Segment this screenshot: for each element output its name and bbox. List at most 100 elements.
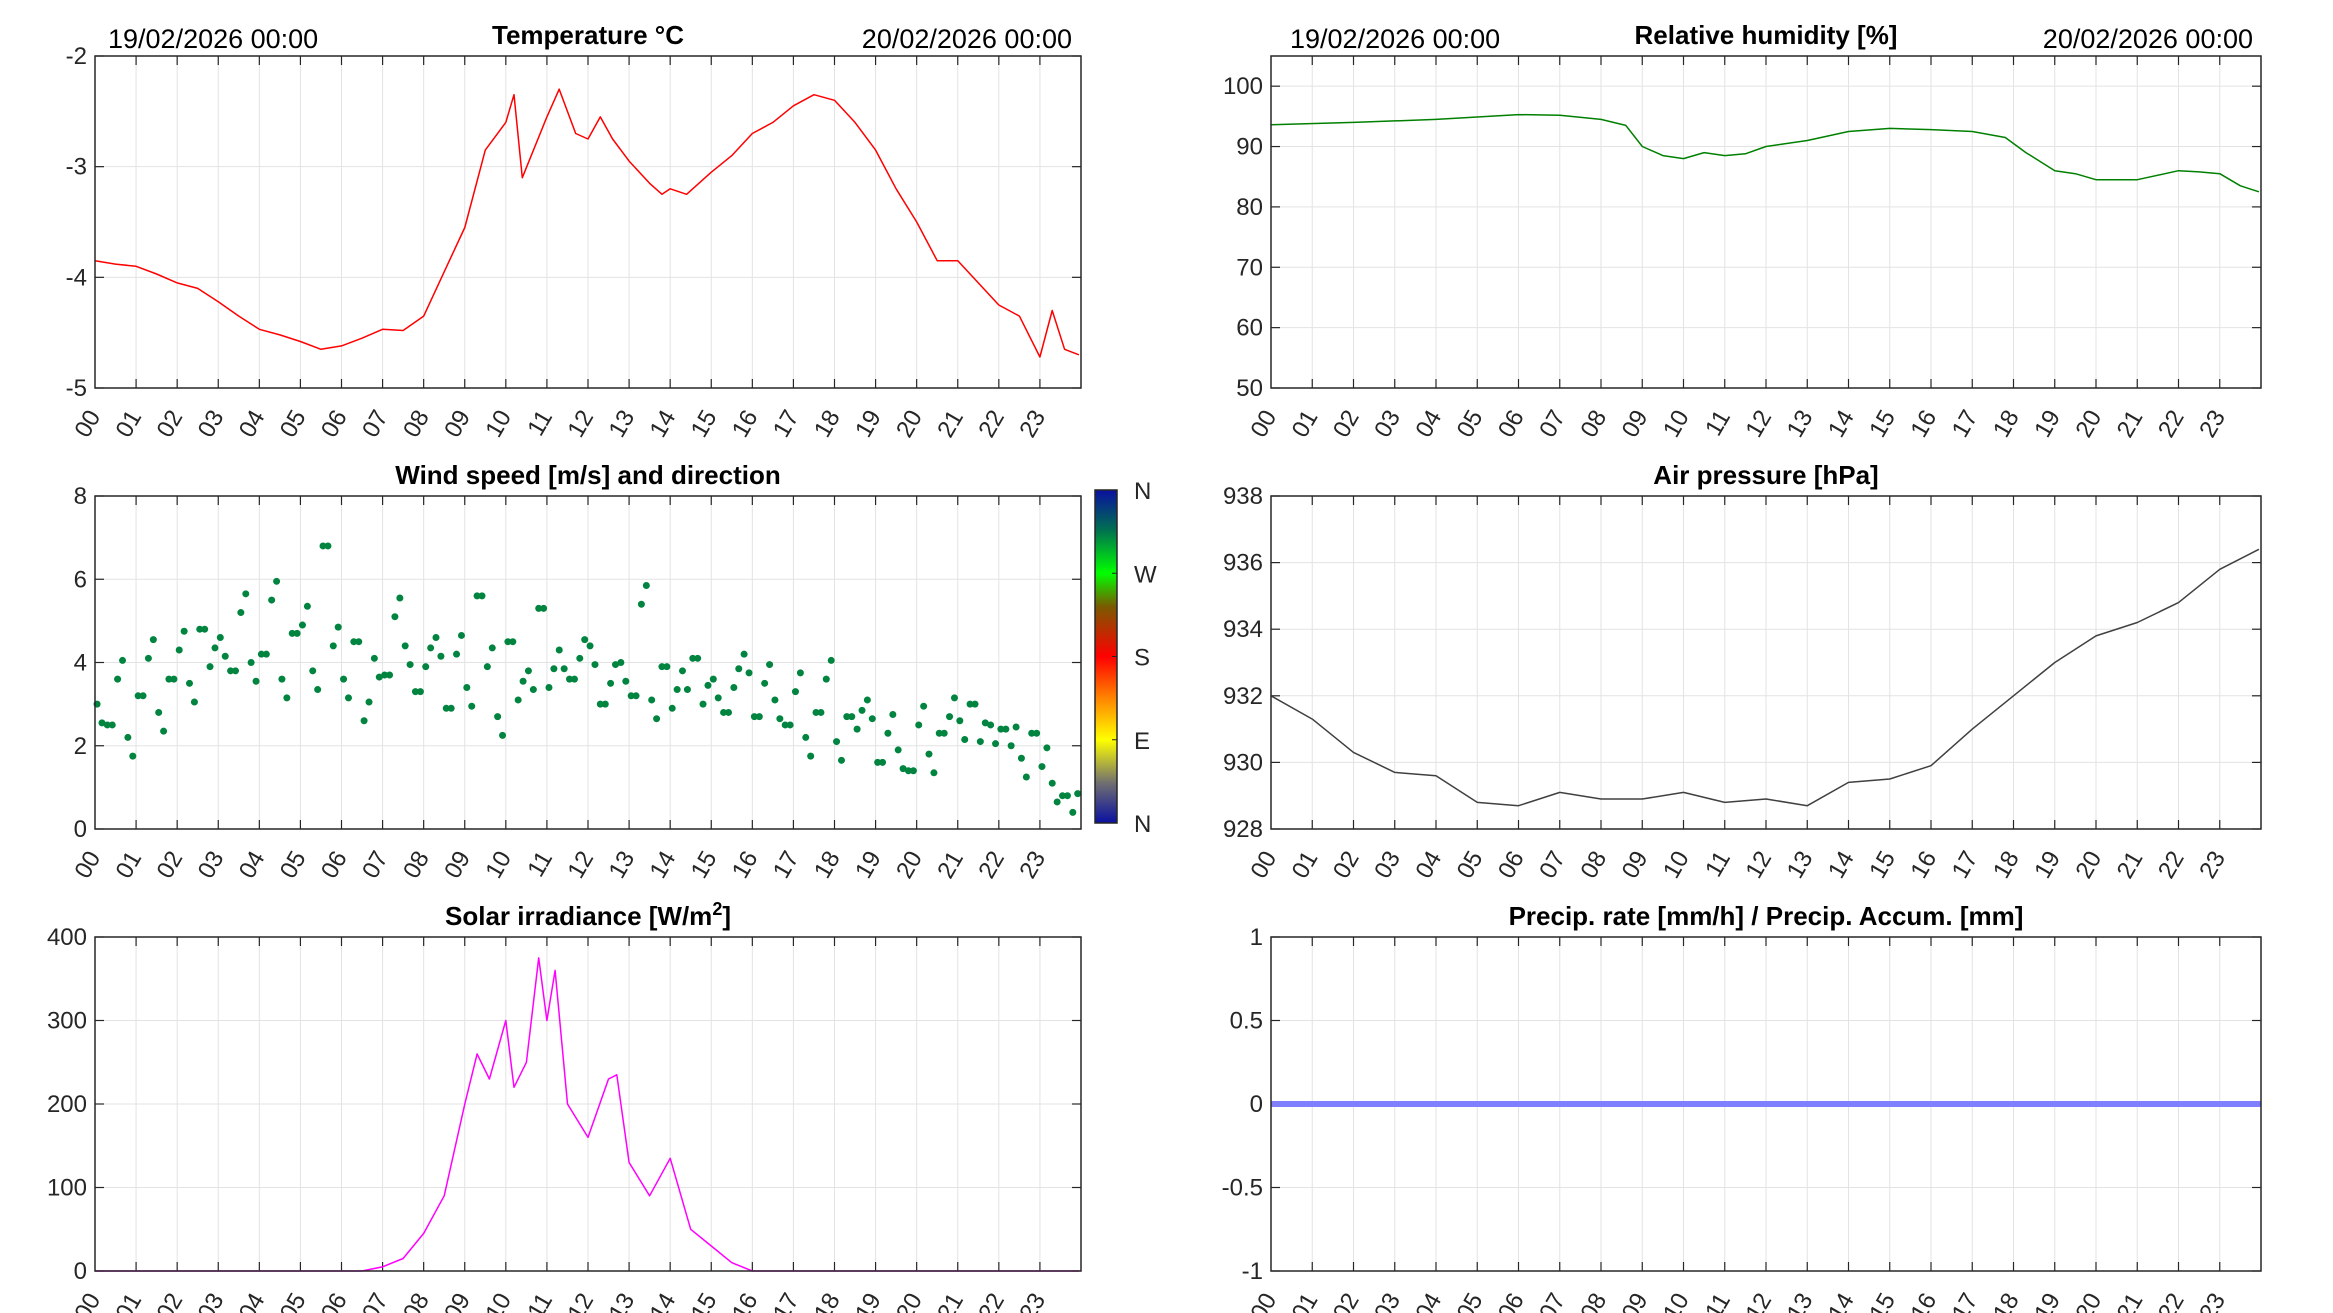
x-tick-label: 02 [1328,1289,1365,1313]
x-tick-label: 11 [522,1289,558,1313]
x-tick-label: 03 [1369,406,1406,443]
wind-speed-point [386,671,394,679]
wind-speed-point [375,673,383,681]
x-tick-label: 20 [2070,1289,2107,1313]
x-tick-label: 10 [1658,847,1695,884]
wind-speed-point [1007,742,1015,750]
wind-speed-point [1002,725,1010,733]
x-tick-label: 20 [891,847,928,884]
wind-speed-point [268,596,276,604]
wind-speed-point [134,692,142,700]
x-tick-label: 18 [1988,847,2025,884]
start-date-label: 19/02/2026 00:00 [108,24,318,54]
x-tick-label: 06 [1493,847,1530,884]
x-tick-label: 08 [398,406,435,443]
wind-speed-point [935,729,943,737]
wind-speed-point [807,752,815,760]
start-date-label-right: 19/02/2026 00:00 [1290,24,1500,54]
temperature-series-line [94,88,1080,358]
wind-speed-point [617,659,625,666]
y-tick-label: 100 [1223,73,1263,100]
wind-speed-point [329,642,337,650]
colorbar-label: W [1134,561,1157,588]
x-tick-label: 00 [69,1289,106,1313]
wind-speed-point [653,715,661,723]
x-tick-label: 04 [1410,406,1447,443]
wind-speed-point [833,738,841,746]
wind-speed-point [858,706,866,714]
wind-speed-point [976,738,984,746]
wind-speed-point [1017,754,1025,762]
wind-speed-point [709,675,717,683]
x-tick-label: 12 [562,406,599,443]
x-tick-label: 12 [1740,847,1777,884]
wind-speed-point [612,661,620,669]
wind-speed-point [237,609,245,617]
wind-speed-point [1043,744,1051,752]
wind-speed-point [909,767,917,775]
wind-speed-point [211,644,219,652]
wind-speed-point [114,675,122,683]
y-tick-label: 200 [47,1091,87,1118]
wind-speed-point [170,675,178,683]
wind-speed-point [319,542,327,550]
x-tick-label: 09 [439,847,476,884]
x-tick-label: 06 [1493,1289,1530,1313]
x-tick-label: 05 [1452,1289,1489,1313]
wind-speed-point [360,717,368,725]
wind-speed-point [422,663,430,671]
wind-speed-point [185,679,193,687]
wind-speed-point [946,713,954,721]
x-tick-label: 14 [645,406,682,443]
x-tick-label: 07 [1534,1289,1571,1313]
wind-speed-point [529,686,537,694]
y-tick-label: 60 [1236,315,1263,342]
x-tick-label: 11 [1700,406,1736,441]
x-tick-label: 04 [234,1289,271,1313]
wind-speed-point [447,704,455,712]
x-tick-label: 09 [1617,406,1654,443]
wind-speed-point [930,769,938,777]
x-tick-label: 06 [316,1289,353,1313]
x-tick-label: 23 [1014,1289,1051,1313]
colorbar-label: E [1134,728,1150,755]
x-tick-label: 16 [1905,847,1942,884]
wind-speed-point [668,704,676,712]
x-tick-label: 03 [1369,1289,1406,1313]
solar-title: Solar irradiance [W/m2] [445,899,731,931]
x-tick-label: 15 [1864,406,1901,443]
wind-speed-point [694,654,702,662]
x-tick-label: 21 [2112,847,2149,884]
x-tick-label: 01 [1287,1289,1324,1313]
x-tick-label: 01 [111,406,148,443]
x-tick-label: 12 [1740,406,1777,443]
x-tick-label: 00 [1245,406,1282,443]
wind-speed-point [160,727,168,735]
wind-speed-point [453,650,461,658]
x-tick-label: 18 [809,847,846,884]
x-tick-label: 07 [357,406,394,443]
y-tick-label: -5 [66,375,87,402]
wind-speed-point [247,659,255,666]
wind-speed-point [566,675,574,683]
wind-speed-point [581,636,589,644]
x-tick-label: 00 [69,406,106,443]
x-tick-label: 04 [234,406,271,443]
x-tick-label: 18 [809,406,846,443]
x-tick-label: 13 [1782,847,1819,884]
x-tick-label: 17 [1947,847,1984,884]
wind-speed-point [411,688,419,696]
humidity-series-line [1270,113,2260,193]
wind-speed-point [139,692,147,700]
x-tick-label: 02 [1328,406,1365,443]
wind-speed-point [822,675,830,683]
y-tick-label: 0 [74,816,87,843]
x-tick-label: 05 [275,847,312,884]
x-tick-label: 02 [152,847,189,884]
x-tick-label: 10 [480,1289,517,1313]
wind-speed-point [494,713,502,721]
title-text: Temperature °C [492,20,684,50]
wind-speed-point [288,629,296,637]
y-tick-label: 4 [74,650,87,677]
pressure-title: Air pressure [hPa] [1653,460,1878,490]
